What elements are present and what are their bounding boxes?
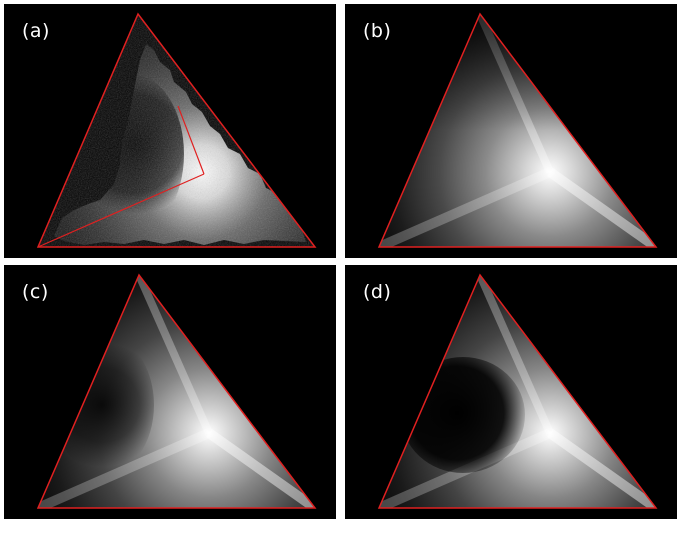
- panel-a: (a): [4, 4, 336, 258]
- inner-ray: [37, 173, 205, 248]
- caption-area: [0, 530, 680, 551]
- panel-label: (d): [363, 281, 392, 303]
- triangle-outline: [36, 273, 317, 509]
- triangle-outline: [377, 12, 658, 248]
- panel-b: (b): [345, 4, 677, 258]
- panel-c-triangle-plot: [36, 273, 317, 509]
- panel-b-triangle-plot: [377, 12, 658, 248]
- panel-d: (d): [345, 265, 677, 519]
- panel-d-triangle-plot: [377, 273, 658, 509]
- panel-a-triangle-plot: [36, 12, 317, 248]
- panel-label: (b): [363, 20, 392, 42]
- inner-ray: [177, 105, 205, 175]
- triangle-outline: [36, 12, 317, 248]
- triangle-outline: [377, 273, 658, 509]
- panel-c: (c): [4, 265, 336, 519]
- panel-label: (a): [22, 20, 50, 42]
- panel-label: (c): [22, 281, 49, 303]
